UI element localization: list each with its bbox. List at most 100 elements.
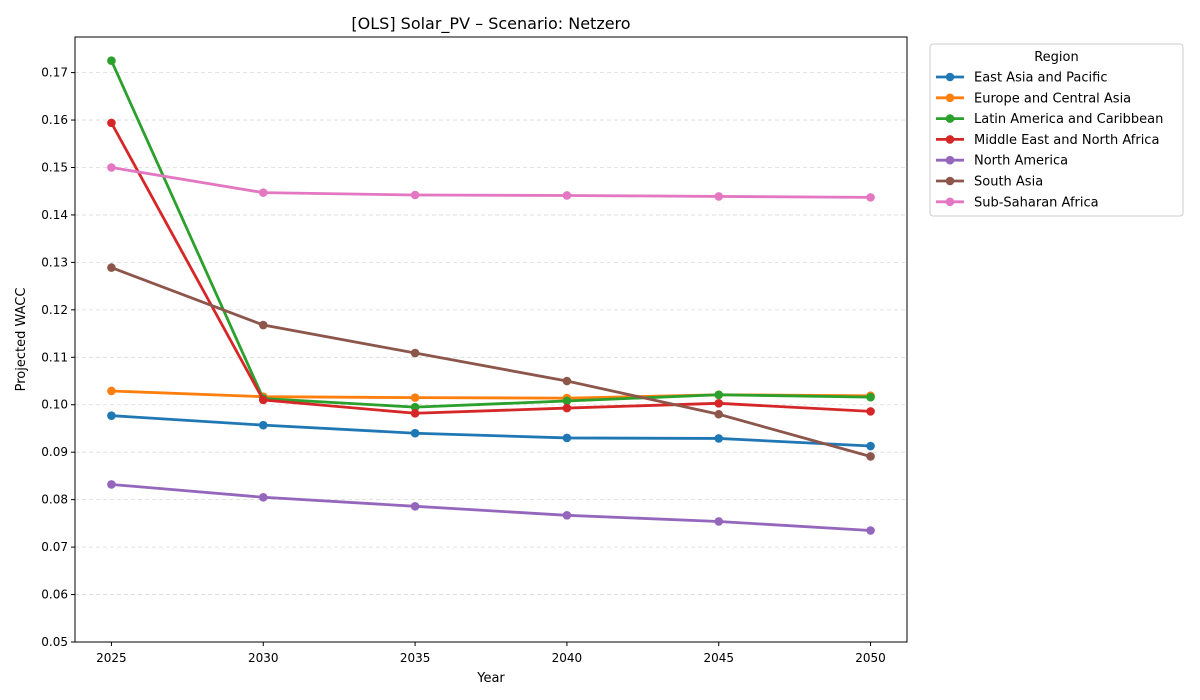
legend-items: East Asia and Pacific Europe and Central … xyxy=(936,71,1163,210)
y-tick-label: 0.14 xyxy=(41,208,68,222)
y-tick-label: 0.08 xyxy=(41,493,68,507)
data-point xyxy=(866,193,875,202)
legend-swatch-marker xyxy=(945,72,955,82)
legend-box xyxy=(929,43,1184,217)
x-axis-title: Year xyxy=(476,671,505,686)
data-point xyxy=(866,452,875,461)
legend-item: South Asia xyxy=(936,175,1043,190)
legend-swatch-marker xyxy=(945,135,955,144)
data-point xyxy=(258,492,268,502)
data-point xyxy=(866,441,875,451)
series-east-asia-and-pacific xyxy=(107,411,875,451)
y-tick-label: 0.13 xyxy=(41,255,68,269)
legend-label: South Asia xyxy=(974,175,1043,190)
data-point xyxy=(107,480,116,489)
legend-item: Sub-Saharan Africa xyxy=(936,195,1099,210)
data-point xyxy=(714,390,724,400)
data-point xyxy=(258,420,268,430)
series-north-america xyxy=(107,480,875,535)
data-point xyxy=(562,511,572,520)
data-point xyxy=(714,192,724,201)
data-point xyxy=(714,409,724,419)
legend-label: North America xyxy=(974,154,1068,169)
series-middle-east-and-north-africa xyxy=(107,118,875,418)
legend-label: Sub-Saharan Africa xyxy=(974,195,1099,210)
series-line xyxy=(110,60,871,409)
y-tick-label: 0.07 xyxy=(41,540,68,554)
data-point xyxy=(410,348,420,358)
legend-swatch-marker xyxy=(945,93,955,103)
y-tick-label: 0.09 xyxy=(41,445,68,459)
plot-frame xyxy=(74,36,908,643)
series-line xyxy=(111,483,871,532)
data-point xyxy=(107,386,116,396)
data-point xyxy=(562,403,572,413)
y-tick-label: 0.05 xyxy=(41,635,68,649)
legend-title: Region xyxy=(1034,50,1079,65)
data-point xyxy=(562,433,572,443)
data-point xyxy=(410,190,420,200)
y-tick-label: 0.17 xyxy=(41,66,68,80)
x-tick-label: 2040 xyxy=(552,651,583,665)
legend-item: North America xyxy=(936,154,1068,169)
data-point xyxy=(562,396,572,406)
y-tick-label: 0.10 xyxy=(41,398,68,412)
x-tick-label: 2035 xyxy=(400,651,431,665)
data-point xyxy=(562,191,572,200)
legend-swatch-marker xyxy=(945,114,955,123)
series-south-asia xyxy=(107,263,875,461)
y-axis-title: Projected WACC xyxy=(14,288,29,392)
legend-swatch-marker xyxy=(945,155,955,165)
data-point xyxy=(107,411,116,420)
data-point xyxy=(107,118,116,128)
data-point xyxy=(866,392,875,402)
legend-item: Middle East and North Africa xyxy=(936,133,1159,148)
y-axis: 0.05 0.06 0.07 0.08 0.09 0.10 0.11 0.12 0.13 0.14… xyxy=(41,66,75,649)
legend-swatch-marker xyxy=(945,176,955,186)
series-latin-america-and-caribbean xyxy=(107,56,875,412)
x-tick-label: 2025 xyxy=(96,651,127,665)
data-point xyxy=(258,395,268,405)
data-point xyxy=(714,517,724,526)
data-point xyxy=(410,428,420,438)
legend-item: Latin America and Caribbean xyxy=(936,112,1163,127)
legend-swatch-marker xyxy=(945,197,955,207)
data-point xyxy=(714,434,724,443)
y-tick-label: 0.11 xyxy=(41,350,68,364)
series-line xyxy=(111,166,871,199)
legend-label: Middle East and North Africa xyxy=(974,133,1159,148)
legend-label: East Asia and Pacific xyxy=(974,71,1107,86)
data-point xyxy=(410,408,420,418)
data-point xyxy=(410,402,420,412)
series-line xyxy=(110,122,871,415)
x-tick-label: 2045 xyxy=(703,651,734,665)
legend-label: Latin America and Caribbean xyxy=(974,112,1163,127)
data-point xyxy=(410,501,420,511)
x-tick-label: 2050 xyxy=(855,651,886,665)
legend-label: Europe and Central Asia xyxy=(974,91,1131,106)
y-tick-label: 0.15 xyxy=(41,160,68,174)
y-tick-label: 0.12 xyxy=(41,303,68,317)
data-point xyxy=(866,407,875,416)
series-line xyxy=(111,414,871,448)
y-tick-label: 0.16 xyxy=(41,113,68,127)
series-line xyxy=(110,266,871,458)
chart-title: [OLS] Solar_PV – Scenario: Netzero xyxy=(351,14,630,34)
legend-item: East Asia and Pacific xyxy=(936,71,1107,86)
y-tick-label: 0.06 xyxy=(41,588,68,602)
data-point xyxy=(714,399,724,408)
x-tick-label: 2030 xyxy=(248,651,279,665)
data-point xyxy=(258,320,268,330)
data-point xyxy=(107,163,116,172)
data-point xyxy=(410,393,420,402)
data-point xyxy=(107,56,116,66)
legend: Region East Asia and Pacific Europe and C… xyxy=(929,43,1184,217)
data-point xyxy=(562,376,572,386)
data-point xyxy=(866,526,875,535)
grid-lines xyxy=(75,72,907,643)
data-point xyxy=(107,263,116,272)
data-point xyxy=(258,188,268,197)
x-axis: 2025 2030 2035 2040 2045 2050 xyxy=(96,642,886,665)
legend-item: Europe and Central Asia xyxy=(936,91,1131,106)
